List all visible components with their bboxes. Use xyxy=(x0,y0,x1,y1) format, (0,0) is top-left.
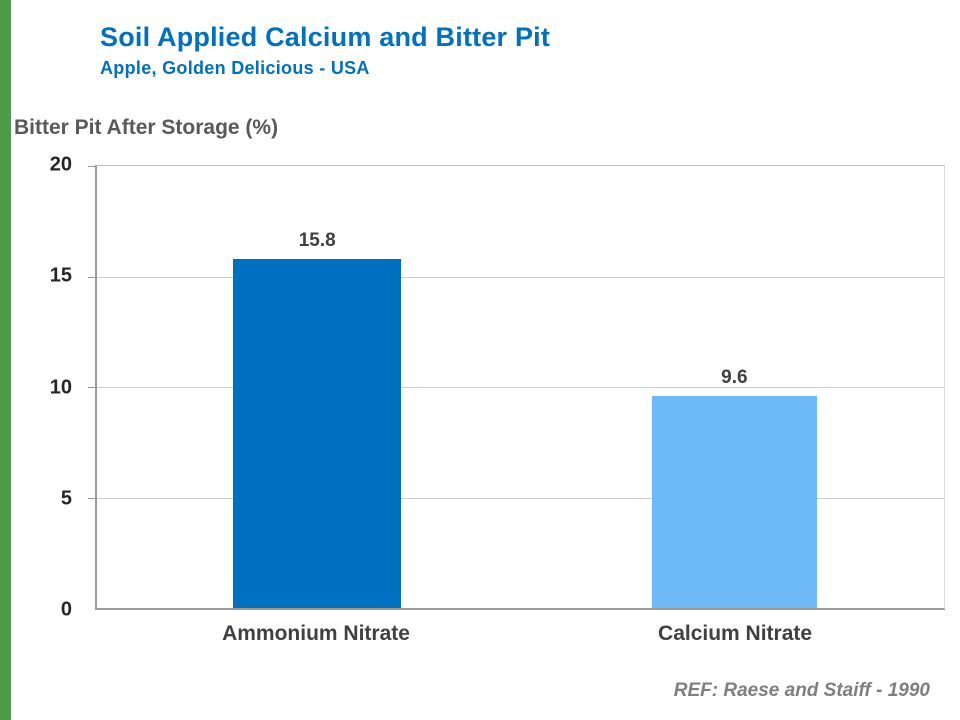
y-axis-title: Bitter Pit After Storage (%) xyxy=(14,116,279,139)
bar-calcium-nitrate xyxy=(651,395,817,608)
gridline-5 xyxy=(97,497,944,499)
x-category-label-calcium-nitrate: Calcium Nitrate xyxy=(658,622,813,645)
y-axis-tick-labels: 20 15 10 5 0 xyxy=(28,154,88,621)
header: Soil Applied Calcium and Bitter Pit Appl… xyxy=(100,22,550,79)
y-tick-mark xyxy=(88,387,95,388)
reference-citation: REF: Raese and Staiff - 1990 xyxy=(673,680,930,701)
page-subtitle: Apple, Golden Delicious - USA xyxy=(100,58,370,78)
page-title: Soil Applied Calcium and Bitter Pit xyxy=(100,22,551,52)
bar-value-label-ammonium-nitrate: 15.8 xyxy=(298,229,336,251)
gridline-10 xyxy=(97,387,944,388)
gridline-15 xyxy=(97,276,944,278)
x-axis-category-labels: Ammonium Nitrate Calcium Nitrate xyxy=(95,622,945,654)
bar-column-ammonium-nitrate: 15.8 xyxy=(233,166,402,608)
y-tick-label-5: 5 xyxy=(60,487,72,510)
bar-value-label-calcium-nitrate: 9.6 xyxy=(721,366,748,388)
green-accent-stripe xyxy=(0,0,11,720)
x-category-label-ammonium-nitrate: Ammonium Nitrate xyxy=(222,622,410,645)
bar-ammonium-nitrate xyxy=(233,258,402,608)
plot-area: 15.8 9.6 xyxy=(88,165,945,610)
y-tick-label-20: 20 xyxy=(49,153,72,176)
y-tick-mark xyxy=(88,276,95,278)
y-tick-label-15: 15 xyxy=(49,264,72,287)
y-tick-label-10: 10 xyxy=(49,376,72,398)
y-tick-label-0: 0 xyxy=(60,598,72,621)
y-tick-mark xyxy=(88,497,95,499)
y-tick-mark xyxy=(88,166,95,167)
bar-column-calcium-nitrate: 9.6 xyxy=(651,166,817,608)
